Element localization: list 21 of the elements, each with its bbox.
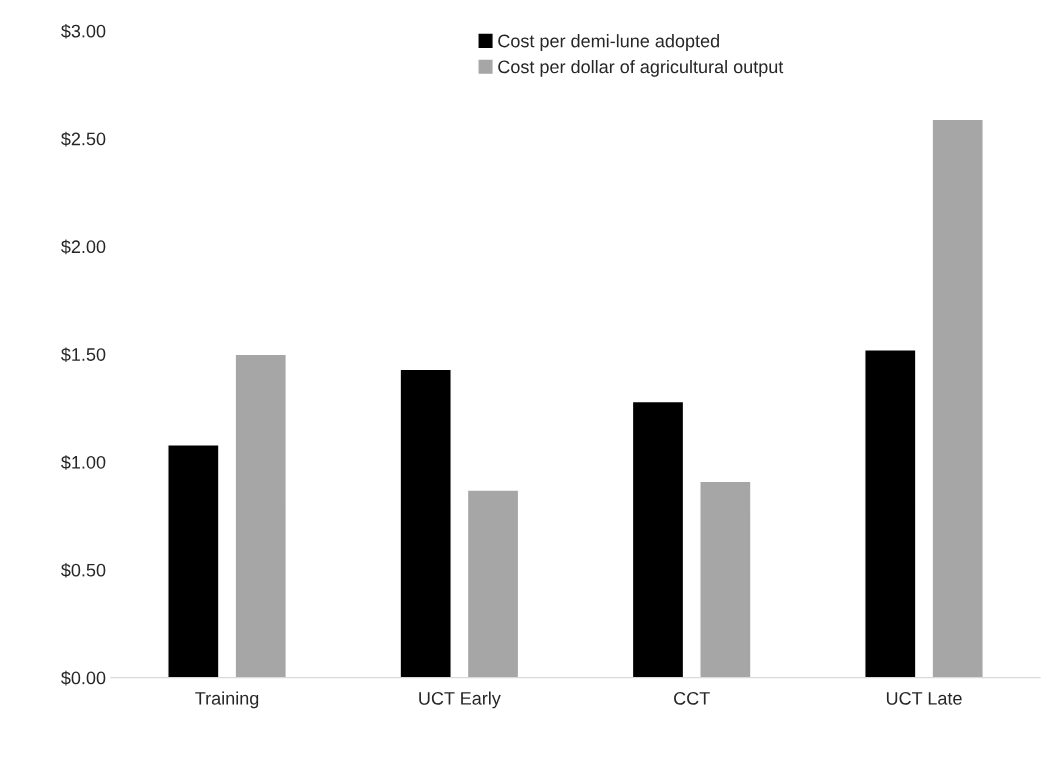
bar (399, 368, 452, 678)
bar (234, 353, 287, 678)
y-tick-label: $1.50 (61, 347, 106, 362)
y-tick-label: $0.50 (61, 562, 106, 578)
bar (631, 400, 685, 678)
bar (864, 349, 917, 678)
y-tick-label: $2.50 (61, 131, 106, 147)
bar (699, 480, 752, 678)
x-tick-label: Training (195, 691, 259, 709)
x-tick-label: CCT (674, 691, 710, 705)
y-tick-label: $2.00 (61, 239, 106, 255)
y-tick-label: $1.00 (61, 455, 106, 470)
bar (466, 489, 520, 678)
bar (931, 118, 984, 678)
bar (167, 444, 220, 678)
y-tick-label: $3.00 (61, 23, 106, 39)
y-tick-label: $0.00 (61, 670, 106, 686)
x-tick-label: UCT Late (886, 691, 962, 705)
legend-label: Cost per dollar of agricultural output (498, 59, 784, 77)
x-tick-label: UCT Early (419, 691, 501, 709)
legend-label: Cost per demi-lune adopted (498, 34, 719, 51)
